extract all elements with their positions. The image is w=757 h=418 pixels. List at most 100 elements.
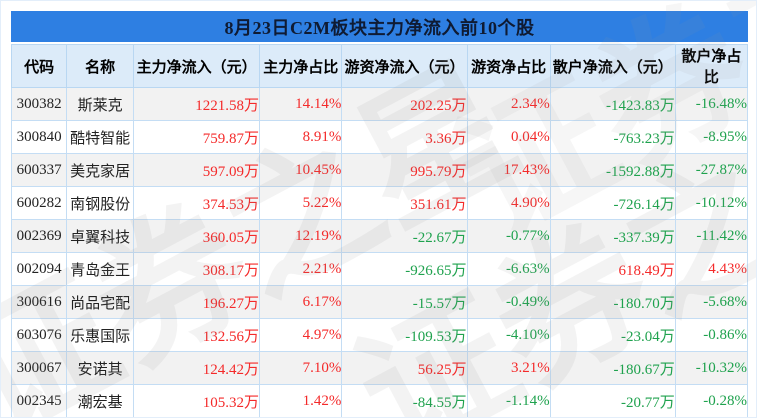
retail-inflow-cell: -180.70万 [549,285,676,319]
main-inflow-cell: 597.09万 [133,153,260,187]
hot-ratio-cell: -6.63% [466,252,551,286]
hot-inflow-cell: 202.25万 [341,87,468,121]
hot-inflow-cell: -84.55万 [341,384,468,417]
main-ratio-cell: 6.17% [258,285,343,319]
name-cell: 安诺其 [66,351,135,385]
hot-ratio-cell: -1.14% [466,384,551,417]
header-main-inflow: 主力净流入（元） [133,44,260,88]
hot-ratio-cell: 4.90% [466,186,551,220]
retail-inflow-cell: -1592.88万 [549,153,676,187]
table-row: 002345 潮宏基 105.32万 1.42% -84.55万 -1.14% … [10,384,749,417]
name-cell: 酷特智能 [66,120,135,154]
retail-ratio-cell: 4.43% [674,252,749,286]
retail-ratio-cell: -10.32% [674,351,749,385]
name-cell: 乐惠国际 [66,318,135,352]
hot-ratio-cell: 0.04% [466,120,551,154]
name-cell: 青岛金王 [66,252,135,286]
table-row: 300382 斯莱克 1221.58万 14.14% 202.25万 2.34%… [10,87,749,121]
hot-inflow-cell: 995.79万 [341,153,468,187]
main-ratio-cell: 5.22% [258,186,343,220]
name-cell: 斯莱克 [66,87,135,121]
table-row: 300616 尚品宅配 196.27万 6.17% -15.57万 -0.49%… [10,285,749,319]
main-inflow-cell: 1221.58万 [133,87,260,121]
retail-inflow-cell: -23.04万 [549,318,676,352]
retail-inflow-cell: -20.77万 [549,384,676,417]
retail-inflow-cell: -726.14万 [549,186,676,220]
name-cell: 卓翼科技 [66,219,135,253]
code-cell: 300616 [10,285,68,319]
code-cell: 300840 [10,120,68,154]
hot-ratio-cell: -0.77% [466,219,551,253]
code-cell: 600337 [10,153,68,187]
retail-ratio-cell: -0.28% [674,384,749,417]
main-inflow-cell: 124.42万 [133,351,260,385]
main-ratio-cell: 12.19% [258,219,343,253]
main-inflow-cell: 105.32万 [133,384,260,417]
retail-ratio-cell: -0.86% [674,318,749,352]
name-cell: 尚品宅配 [66,285,135,319]
table-row: 603076 乐惠国际 132.56万 4.97% -109.53万 -4.10… [10,318,749,352]
header-hot-inflow: 游资净流入（元） [341,44,468,88]
main-inflow-cell: 308.17万 [133,252,260,286]
table-row: 300067 安诺其 124.42万 7.10% 56.25万 3.21% -1… [10,351,749,385]
hot-inflow-cell: 56.25万 [341,351,468,385]
code-cell: 300382 [10,87,68,121]
header-retail-inflow: 散户净流入（元） [549,44,676,88]
main-ratio-cell: 8.91% [258,120,343,154]
hot-inflow-cell: -15.57万 [341,285,468,319]
main-ratio-cell: 10.45% [258,153,343,187]
retail-ratio-cell: -16.48% [674,87,749,121]
hot-inflow-cell: -926.65万 [341,252,468,286]
header-retail-ratio: 散户净占比 [674,44,749,88]
code-cell: 002369 [10,219,68,253]
retail-ratio-cell: -27.87% [674,153,749,187]
hot-inflow-cell: -109.53万 [341,318,468,352]
retail-inflow-cell: -763.23万 [549,120,676,154]
main-inflow-cell: 374.53万 [133,186,260,220]
table-row: 002094 青岛金王 308.17万 2.21% -926.65万 -6.63… [10,252,749,286]
main-ratio-cell: 14.14% [258,87,343,121]
name-cell: 南钢股份 [66,186,135,220]
code-cell: 002345 [10,384,68,417]
hot-ratio-cell: 2.34% [466,87,551,121]
table-row: 002369 卓翼科技 360.05万 12.19% -22.67万 -0.77… [10,219,749,253]
code-cell: 600282 [10,186,68,220]
hot-ratio-cell: -4.10% [466,318,551,352]
retail-inflow-cell: 618.49万 [549,252,676,286]
main-inflow-cell: 360.05万 [133,219,260,253]
hot-ratio-cell: 3.21% [466,351,551,385]
stock-flow-table: 代码 名称 主力净流入（元） 主力净占比 游资净流入（元） 游资净占比 散户净流… [10,44,749,417]
main-ratio-cell: 4.97% [258,318,343,352]
hot-ratio-cell: 17.43% [466,153,551,187]
retail-ratio-cell: -8.95% [674,120,749,154]
header-name: 名称 [66,44,135,88]
retail-ratio-cell: -10.12% [674,186,749,220]
retail-inflow-cell: -180.67万 [549,351,676,385]
code-cell: 603076 [10,318,68,352]
retail-ratio-cell: -11.42% [674,219,749,253]
table-row: 600337 美克家居 597.09万 10.45% 995.79万 17.43… [10,153,749,187]
retail-inflow-cell: -1423.83万 [549,87,676,121]
header-code: 代码 [10,44,68,88]
header-row: 代码 名称 主力净流入（元） 主力净占比 游资净流入（元） 游资净占比 散户净流… [10,44,749,88]
hot-ratio-cell: -0.49% [466,285,551,319]
retail-ratio-cell: -5.68% [674,285,749,319]
name-cell: 潮宏基 [66,384,135,417]
hot-inflow-cell: 3.36万 [341,120,468,154]
main-inflow-cell: 759.87万 [133,120,260,154]
retail-inflow-cell: -337.39万 [549,219,676,253]
code-cell: 002094 [10,252,68,286]
header-main-ratio: 主力净占比 [258,44,343,88]
main-ratio-cell: 1.42% [258,384,343,417]
code-cell: 300067 [10,351,68,385]
main-ratio-cell: 7.10% [258,351,343,385]
header-hot-ratio: 游资净占比 [466,44,551,88]
table-row: 300840 酷特智能 759.87万 8.91% 3.36万 0.04% -7… [10,120,749,154]
main-ratio-cell: 2.21% [258,252,343,286]
name-cell: 美克家居 [66,153,135,187]
main-inflow-cell: 132.56万 [133,318,260,352]
hot-inflow-cell: -22.67万 [341,219,468,253]
main-inflow-cell: 196.27万 [133,285,260,319]
hot-inflow-cell: 351.61万 [341,186,468,220]
